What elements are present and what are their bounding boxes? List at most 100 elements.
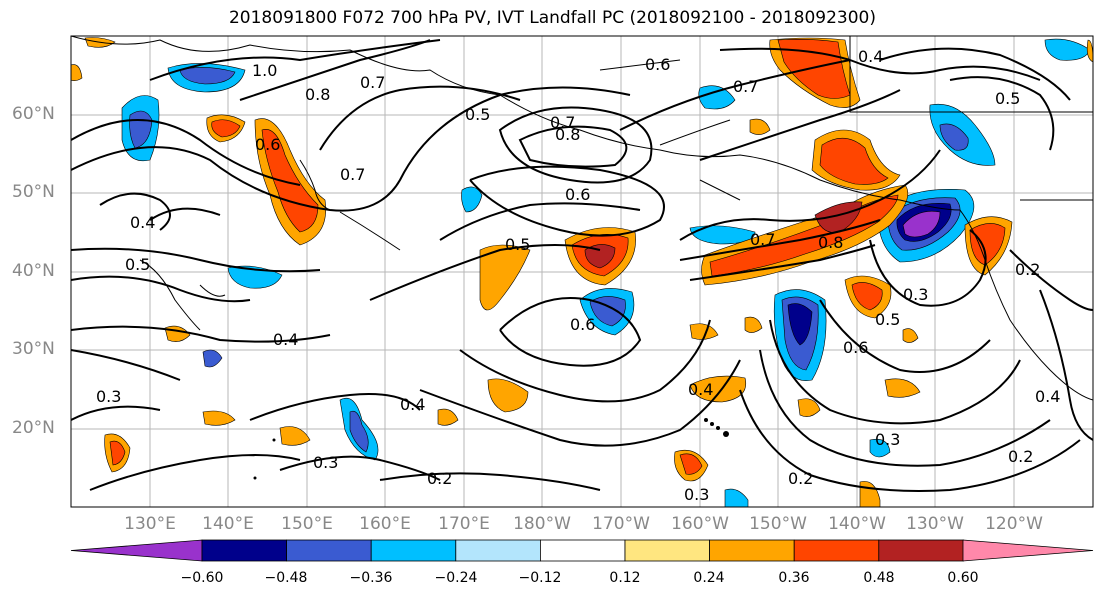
ivt-contours — [71, 39, 1093, 492]
neg-blob — [902, 211, 941, 238]
pos-blob — [1086, 39, 1093, 63]
lat-label: 60°N — [12, 104, 55, 124]
neg-blob — [869, 438, 891, 458]
neg-blob — [787, 303, 813, 346]
contour-label: 0.2 — [427, 469, 452, 488]
colorbar-segment — [709, 539, 795, 562]
contour-label: 0.2 — [788, 469, 813, 488]
contour-label: 0.5 — [995, 89, 1020, 108]
contour-label: 0.6 — [565, 185, 590, 204]
neg-blob — [461, 186, 483, 213]
lon-label: 170°W — [592, 514, 650, 534]
colorbar-segment — [70, 539, 203, 562]
contour-label: 0.2 — [1008, 447, 1033, 466]
lat-label: 30°N — [12, 339, 55, 359]
colorbar-tick: 0.48 — [863, 570, 895, 586]
contour-label: 0.4 — [400, 395, 425, 414]
lon-label: 180°W — [513, 514, 571, 534]
lon-label: 140°E — [202, 514, 254, 534]
contour-label: 0.3 — [875, 430, 900, 449]
contour-labels: 1.0 0.8 0.7 0.6 0.5 0.7 0.8 0.6 0.7 0.4 … — [96, 47, 1060, 504]
colorbar-segment — [624, 539, 710, 562]
contour-label: 0.4 — [130, 213, 155, 232]
map-frame — [70, 35, 1094, 508]
neg-blob — [179, 67, 236, 85]
lon-label: 120°W — [985, 514, 1043, 534]
contour-label: 0.8 — [305, 85, 330, 104]
contour-label: 0.7 — [340, 165, 365, 184]
contour-label: 0.5 — [875, 310, 900, 329]
contour-label: 0.7 — [733, 77, 758, 96]
contour-label: 0.6 — [645, 55, 670, 74]
pos-blob — [797, 398, 821, 417]
pos-blob — [437, 408, 459, 426]
contour-label: 0.6 — [570, 315, 595, 334]
colorbar-segment — [878, 539, 964, 562]
colorbar-segment — [793, 539, 880, 562]
pos-blob — [279, 426, 311, 446]
pos-blob — [679, 453, 703, 475]
lon-label: 140°W — [828, 514, 886, 534]
contour-label: 0.4 — [1035, 387, 1060, 406]
colorbar-tick: −0.24 — [434, 570, 478, 586]
lon-label: 130°E — [124, 514, 176, 534]
pos-blob — [211, 119, 241, 138]
neg-blob — [1044, 38, 1091, 61]
contour-label: 0.7 — [550, 113, 575, 132]
pos-blob — [109, 440, 126, 466]
lat-label: 50°N — [12, 182, 55, 202]
pos-blob — [479, 244, 531, 311]
neg-blob — [698, 85, 736, 110]
lon-label: 150°W — [749, 514, 807, 534]
contour-label: 1.0 — [252, 61, 277, 80]
contour-label: 0.7 — [750, 230, 775, 249]
lon-label: 170°E — [438, 514, 490, 534]
contour-label: 0.8 — [555, 125, 580, 144]
contour-label: 0.5 — [465, 105, 490, 124]
pos-blob — [202, 410, 236, 426]
contour-label: 0.8 — [818, 233, 843, 252]
pos-blob — [689, 323, 719, 340]
neg-blob — [939, 123, 969, 151]
contour-label: 0.4 — [273, 330, 298, 349]
lon-label: 160°W — [671, 514, 729, 534]
pos-blob — [884, 378, 921, 398]
lat-label: 40°N — [12, 261, 55, 281]
pos-blob — [819, 137, 889, 185]
contour-label: 0.3 — [903, 285, 928, 304]
colorbar-tick: −0.48 — [264, 570, 308, 586]
colorbar-tick: 0.60 — [947, 570, 979, 586]
neg-blob — [349, 411, 369, 453]
lat-label: 20°N — [12, 418, 55, 438]
contour-label: 0.3 — [96, 387, 121, 406]
colorbar-segment — [540, 539, 626, 562]
colorbar-tick: −0.60 — [180, 570, 224, 586]
contour-label: 0.3 — [684, 485, 709, 504]
pos-blob — [584, 244, 616, 269]
contour-label: 0.5 — [505, 235, 530, 254]
pos-blob — [487, 378, 529, 413]
pos-blob — [814, 201, 863, 233]
pos-blob — [71, 64, 83, 81]
lon-label: 160°E — [359, 514, 411, 534]
colorbar-tick: −0.36 — [349, 570, 393, 586]
contour-label: 0.4 — [688, 380, 713, 399]
map-title: 2018091800 F072 700 hPa PV, IVT Landfall… — [228, 8, 876, 28]
lon-label: 130°W — [906, 514, 964, 534]
neg-blob — [202, 349, 223, 368]
colorbar-tick: 0.36 — [778, 570, 810, 586]
colorbar-segment — [286, 539, 372, 562]
lon-label: 150°E — [281, 514, 333, 534]
pos-blob — [749, 118, 771, 135]
coastlines — [71, 36, 1093, 401]
colorbar-segment — [370, 539, 457, 562]
contour-label: 0.3 — [313, 453, 338, 472]
pos-blob — [969, 223, 1006, 266]
colorbar — [70, 539, 1094, 562]
colorbar-segment — [455, 539, 541, 562]
colorbar-segment — [201, 539, 287, 562]
colorbar-tick: −0.12 — [518, 570, 562, 586]
colorbar-tick: 0.24 — [693, 570, 725, 586]
contour-label: 0.2 — [1015, 260, 1040, 279]
colorbar-segment — [962, 539, 1094, 562]
